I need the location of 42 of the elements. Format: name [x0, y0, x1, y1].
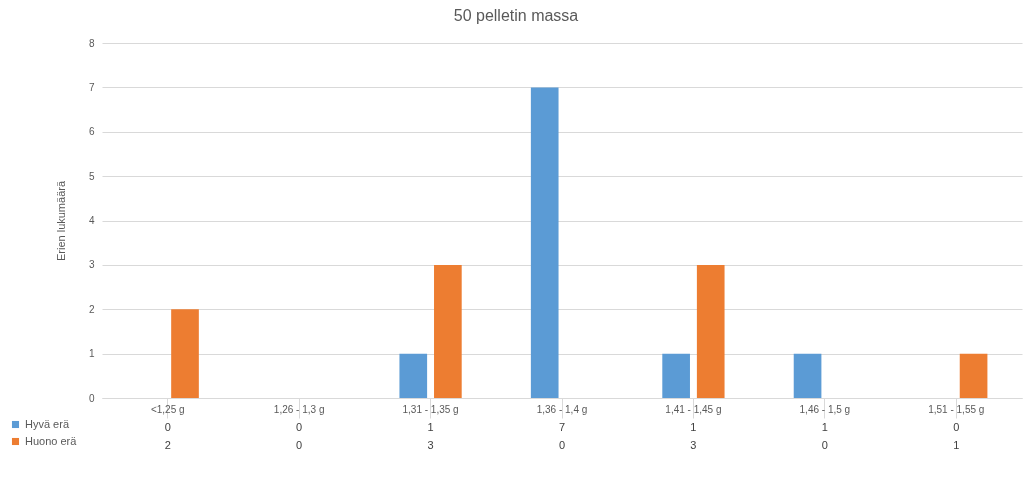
- y-tick-label: 1: [88, 348, 95, 360]
- y-tick-label: 0: [88, 392, 95, 404]
- data-label: 0: [953, 421, 960, 433]
- x-tick-label: 1,41 - 1,45 g: [665, 403, 722, 415]
- legend-label: Huono erä: [25, 434, 78, 447]
- bar: [399, 353, 428, 398]
- data-label: 3: [427, 439, 434, 451]
- y-tick-label: 7: [88, 81, 95, 93]
- legend-label: Hyvä erä: [25, 417, 70, 430]
- y-tick-label: 4: [88, 215, 95, 226]
- bar: [793, 353, 822, 398]
- data-label: 0: [164, 421, 171, 433]
- x-tick-label: 1,26 - 1,3 g: [273, 403, 325, 415]
- chart-title: 50 pelletin massa: [453, 7, 579, 24]
- y-tick-label: 3: [88, 259, 95, 271]
- data-label: 0: [558, 439, 566, 451]
- data-label: 1: [953, 439, 960, 451]
- y-tick-label: 5: [88, 170, 95, 182]
- bar: [434, 264, 462, 398]
- y-tick-label: 6: [88, 126, 95, 138]
- data-label: 1: [821, 421, 828, 433]
- x-tick-label: 1,31 - 1,35 g: [402, 403, 459, 415]
- bar: [530, 87, 559, 398]
- data-label: 1: [427, 421, 434, 433]
- x-tick-label: 1,51 - 1,55 g: [928, 403, 985, 415]
- y-tick-label: 2: [88, 303, 95, 315]
- data-label: 0: [821, 439, 828, 451]
- bar: [171, 309, 199, 398]
- data-label: 0: [296, 439, 303, 451]
- y-tick-label: 8: [88, 37, 95, 49]
- y-axis-title: Erien lukumäärä: [54, 180, 67, 262]
- bar: [662, 353, 690, 398]
- bar: [959, 353, 988, 398]
- data-label: 0: [296, 421, 303, 433]
- x-tick-label: 1,46 - 1,5 g: [799, 403, 851, 415]
- x-tick-label: <1,25 g: [150, 403, 185, 415]
- data-label: 1: [690, 421, 697, 433]
- data-label: 2: [164, 439, 171, 451]
- x-tick-label: 1,36 - 1,4 g: [536, 403, 588, 415]
- bar: [696, 264, 725, 398]
- data-label: 3: [690, 439, 697, 451]
- data-label: 7: [558, 421, 566, 433]
